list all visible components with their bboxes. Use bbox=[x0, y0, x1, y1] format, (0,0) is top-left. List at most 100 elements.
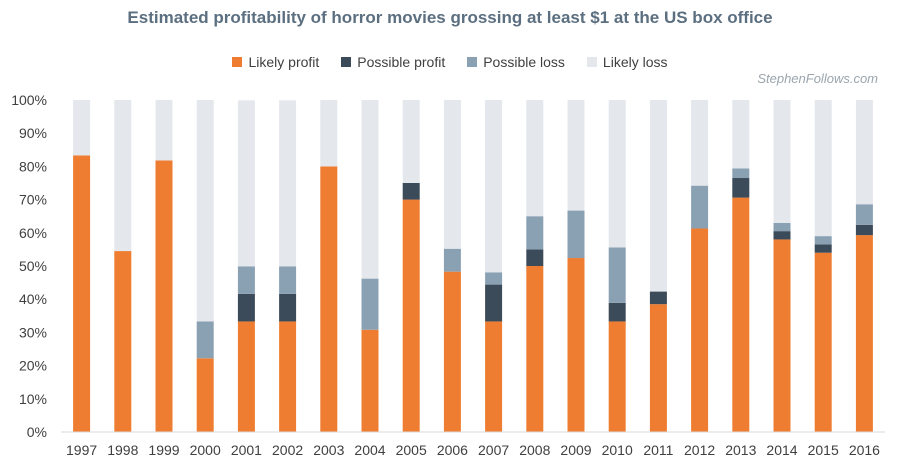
bar-segment-likely-profit-1998 bbox=[114, 251, 132, 432]
bar-segment-likely-profit-2007 bbox=[485, 321, 503, 432]
x-tick-label: 2006 bbox=[437, 442, 468, 458]
bar-segment-possible-loss-2007 bbox=[485, 272, 503, 285]
x-tick-label: 2015 bbox=[808, 442, 839, 458]
legend-item-possible-profit: Possible profit bbox=[341, 54, 445, 70]
x-tick-label: 2005 bbox=[396, 442, 427, 458]
x-tick-label: 2014 bbox=[766, 442, 797, 458]
bar-segment-likely-loss-2009 bbox=[567, 100, 585, 211]
x-tick-label: 2013 bbox=[725, 442, 756, 458]
y-tick-label: 0% bbox=[27, 424, 47, 440]
y-tick-label: 30% bbox=[19, 324, 47, 340]
legend: Likely profit Possible profit Possible l… bbox=[0, 54, 900, 70]
y-tick-label: 100% bbox=[11, 92, 47, 108]
x-tick-label: 1999 bbox=[148, 442, 179, 458]
legend-label-possible-profit: Possible profit bbox=[357, 54, 446, 70]
bar-segment-likely-profit-2006 bbox=[443, 271, 461, 432]
x-tick-label: 2016 bbox=[849, 442, 880, 458]
legend-swatch-possible-profit bbox=[341, 57, 352, 67]
bar-segment-likely-loss-2011 bbox=[649, 100, 667, 292]
bar-segment-likely-profit-2014 bbox=[773, 239, 791, 432]
x-tick-label: 2012 bbox=[684, 442, 715, 458]
legend-label-likely-loss: Likely loss bbox=[602, 54, 668, 70]
y-tick-label: 80% bbox=[19, 158, 47, 174]
bar-segment-likely-loss-2005 bbox=[402, 100, 420, 183]
x-tick-label: 2009 bbox=[560, 442, 591, 458]
bar-segment-likely-loss-2015 bbox=[814, 100, 832, 237]
bar-segment-likely-loss-2014 bbox=[773, 100, 791, 223]
x-tick-label: 2003 bbox=[313, 442, 344, 458]
legend-item-possible-loss: Possible loss bbox=[467, 54, 565, 70]
legend-swatch-likely-loss bbox=[586, 57, 597, 67]
x-tick-label: 1998 bbox=[107, 442, 138, 458]
bar-segment-likely-profit-2000 bbox=[196, 358, 214, 432]
x-tick-label: 2008 bbox=[519, 442, 550, 458]
bar-segment-possible-profit-2013 bbox=[732, 178, 750, 198]
x-tick-label: 2002 bbox=[272, 442, 303, 458]
bar-segment-possible-loss-2004 bbox=[361, 278, 379, 330]
bar-segment-likely-loss-2006 bbox=[443, 100, 461, 249]
bar-segment-likely-profit-2015 bbox=[814, 252, 832, 432]
credit-text: StephenFollows.com bbox=[757, 71, 878, 86]
bar-segment-possible-loss-2012 bbox=[691, 185, 709, 229]
y-tick-label: 40% bbox=[19, 291, 47, 307]
bar-segment-possible-profit-2011 bbox=[649, 291, 667, 305]
y-tick-label: 90% bbox=[19, 125, 47, 141]
bar-segment-likely-profit-2004 bbox=[361, 329, 379, 432]
bar-segment-likely-profit-2013 bbox=[732, 197, 750, 432]
bar-segment-possible-loss-2015 bbox=[814, 236, 832, 245]
bar-segment-likely-profit-2001 bbox=[237, 321, 255, 432]
bar-segment-possible-profit-2016 bbox=[855, 224, 873, 236]
bar-segment-likely-profit-2010 bbox=[608, 321, 626, 432]
bar-segment-possible-loss-2014 bbox=[773, 222, 791, 232]
bar-segment-possible-loss-2006 bbox=[443, 248, 461, 272]
bar-segment-likely-loss-2004 bbox=[361, 100, 379, 279]
x-tick-label: 2011 bbox=[643, 442, 673, 458]
bar-segment-likely-profit-2003 bbox=[320, 166, 338, 432]
bar-segment-likely-loss-1999 bbox=[155, 100, 173, 161]
bar-segment-likely-loss-1998 bbox=[114, 100, 132, 252]
bar-segment-possible-loss-2009 bbox=[567, 210, 585, 259]
bar-segment-likely-loss-2000 bbox=[196, 100, 214, 322]
bar-segment-possible-profit-2002 bbox=[279, 293, 297, 322]
bar-segment-possible-profit-2005 bbox=[402, 183, 420, 200]
bar-segment-likely-loss-2003 bbox=[320, 100, 338, 167]
bar-segment-likely-profit-1997 bbox=[73, 155, 91, 432]
bar-segment-likely-profit-2008 bbox=[526, 266, 544, 432]
x-tick-label: 2007 bbox=[478, 442, 509, 458]
bar-segment-likely-loss-2001 bbox=[237, 100, 255, 267]
bar-segment-likely-profit-2016 bbox=[855, 235, 873, 432]
bar-segment-likely-loss-2010 bbox=[608, 100, 626, 248]
bar-segment-possible-loss-2016 bbox=[855, 204, 873, 225]
bar-segment-possible-loss-2001 bbox=[237, 266, 255, 294]
bar-segment-likely-profit-2009 bbox=[567, 258, 585, 432]
bar-segment-likely-profit-2002 bbox=[279, 321, 297, 432]
y-tick-label: 10% bbox=[19, 391, 47, 407]
x-tick-label: 2010 bbox=[602, 442, 633, 458]
bar-segment-possible-loss-2002 bbox=[279, 266, 297, 294]
bar-segment-likely-profit-2005 bbox=[402, 199, 420, 432]
legend-swatch-likely-profit bbox=[232, 57, 243, 67]
bar-segment-possible-profit-2008 bbox=[526, 249, 544, 266]
x-tick-label: 2001 bbox=[231, 442, 262, 458]
bar-segment-possible-loss-2013 bbox=[732, 168, 750, 179]
legend-item-likely-profit: Likely profit bbox=[232, 54, 319, 70]
bar-segment-possible-profit-2015 bbox=[814, 244, 832, 253]
bar-segment-possible-profit-2010 bbox=[608, 302, 626, 322]
bar-segment-possible-profit-2007 bbox=[485, 284, 503, 322]
bar-segment-likely-profit-1999 bbox=[155, 160, 173, 432]
legend-item-likely-loss: Likely loss bbox=[586, 54, 668, 70]
chart-title: Estimated profitability of horror movies… bbox=[127, 8, 773, 27]
x-tick-label: 2000 bbox=[190, 442, 221, 458]
bar-segment-possible-profit-2001 bbox=[237, 293, 255, 322]
x-tick-label: 2004 bbox=[354, 442, 385, 458]
legend-label-likely-profit: Likely profit bbox=[248, 54, 320, 70]
bar-segment-possible-loss-2000 bbox=[196, 321, 214, 359]
x-tick-label: 1997 bbox=[66, 442, 97, 458]
bar-segment-likely-loss-2008 bbox=[526, 100, 544, 217]
bar-segment-possible-loss-2008 bbox=[526, 216, 544, 250]
legend-swatch-possible-loss bbox=[467, 57, 478, 67]
legend-label-possible-loss: Possible loss bbox=[483, 54, 565, 70]
bar-segment-likely-profit-2012 bbox=[691, 228, 709, 432]
bar-segment-likely-loss-2013 bbox=[732, 100, 750, 169]
